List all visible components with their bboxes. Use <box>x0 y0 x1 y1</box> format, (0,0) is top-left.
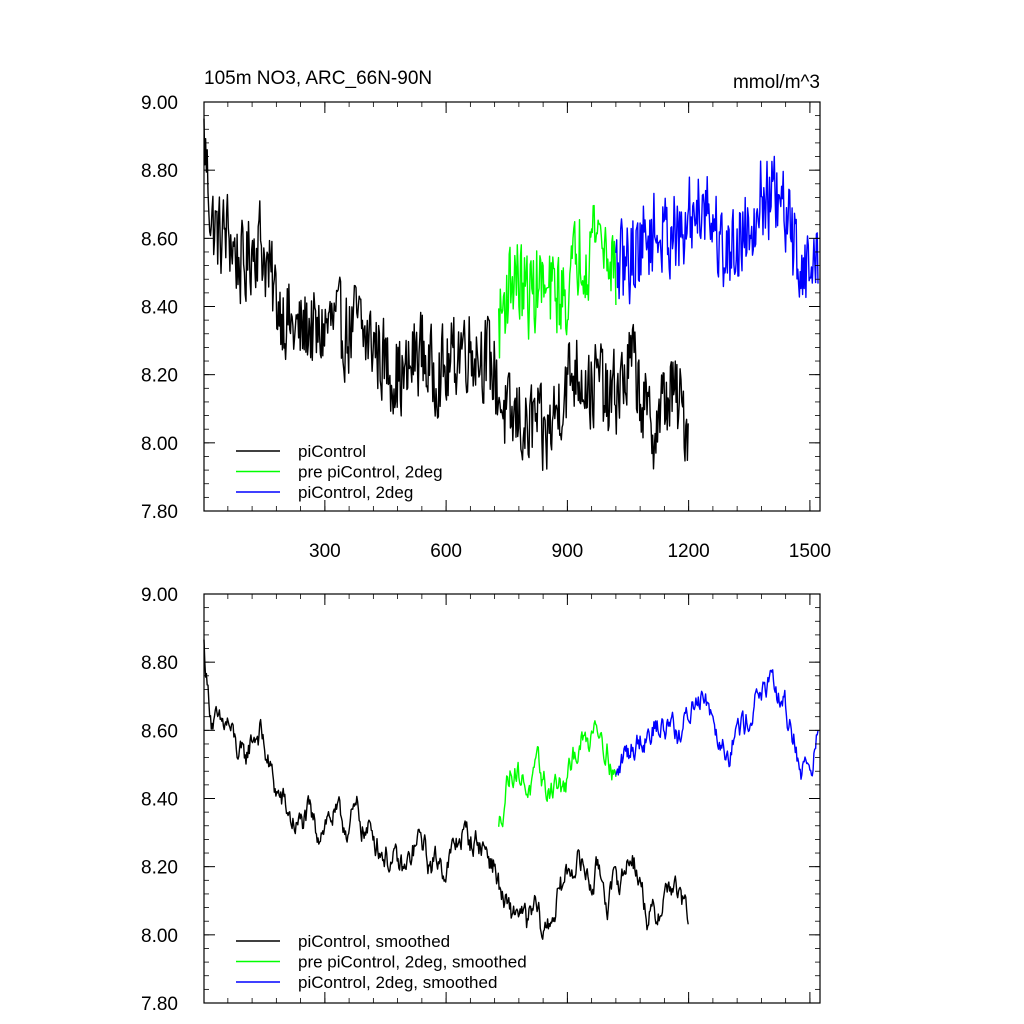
top-plot-frame <box>203 101 821 512</box>
bottom-series-lines <box>203 639 819 940</box>
top-legend-label: piControl, 2deg <box>298 483 413 502</box>
bottom-plot-frame <box>203 593 821 1004</box>
bottom-legend: piControl, smoothed pre piControl, 2deg, … <box>236 932 527 992</box>
top-xtick-label: 1200 <box>667 541 709 562</box>
top-ytick-label: 8.80 <box>141 161 178 182</box>
top-ytick-label: 9.00 <box>141 93 178 114</box>
top-chart-title: 105m NO3, ARC_66N-90N <box>204 68 432 89</box>
top-ytick-label: 7.80 <box>141 502 178 523</box>
bottom-ytick-label: 7.80 <box>141 994 178 1015</box>
bottom-series-line-0 <box>203 639 689 940</box>
top-series-line-2 <box>615 155 819 305</box>
bottom-ytick-label: 8.80 <box>141 653 178 674</box>
top-ytick-label: 8.40 <box>141 298 178 319</box>
bottom-series-line-2 <box>615 669 819 780</box>
top-legend-label: pre piControl, 2deg <box>298 463 443 482</box>
top-xtick-label: 900 <box>552 541 584 562</box>
top-series-line-0 <box>203 118 689 471</box>
bottom-ytick-label: 8.40 <box>141 790 178 811</box>
bottom-axes: 7.80 8.00 8.20 8.40 8.60 8.80 9.00 <box>141 585 820 1015</box>
top-xtick-label: 300 <box>309 541 341 562</box>
bottom-ytick-label: 8.20 <box>141 858 178 879</box>
bottom-ytick-label: 9.00 <box>141 585 178 606</box>
top-axes: 7.80 8.00 8.20 8.40 8.60 8.80 9.00 300 600 900 120… <box>141 93 831 562</box>
bottom-legend-label: piControl, smoothed <box>298 932 450 951</box>
top-ytick-label: 8.60 <box>141 229 178 250</box>
bottom-legend-label: pre piControl, 2deg, smoothed <box>298 953 527 972</box>
top-legend-label: piControl <box>298 442 366 461</box>
top-series-lines <box>203 118 819 471</box>
bottom-legend-label: piControl, 2deg, smoothed <box>298 973 497 992</box>
top-xtick-label: 600 <box>430 541 462 562</box>
bottom-ytick-label: 8.60 <box>141 721 178 742</box>
top-ytick-label: 8.00 <box>141 434 178 455</box>
top-panel: 105m NO3, ARC_66N-90N mmol/m^3 7.80 8.00 8… <box>141 68 831 562</box>
top-chart-units: mmol/m^3 <box>733 72 820 93</box>
top-ytick-label: 8.20 <box>141 366 178 387</box>
top-xtick-label: 1500 <box>789 541 831 562</box>
top-series-line-1 <box>498 204 617 359</box>
bottom-panel: 7.80 8.00 8.20 8.40 8.60 8.80 9.00 piControl, … <box>141 585 821 1015</box>
bottom-series-line-1 <box>498 720 617 828</box>
bottom-ytick-label: 8.00 <box>141 926 178 947</box>
